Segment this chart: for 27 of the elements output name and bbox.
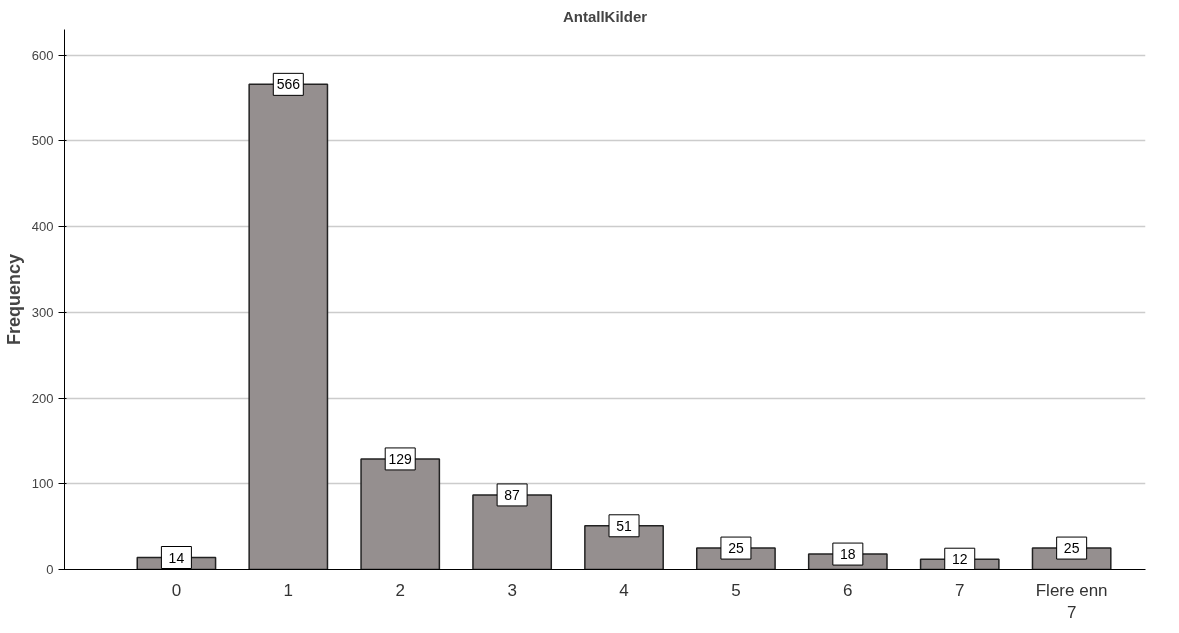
x-tick-label: 3 bbox=[507, 580, 517, 600]
x-tick-label: 2 bbox=[395, 580, 405, 600]
data-label: 18 bbox=[840, 546, 856, 563]
data-label: 14 bbox=[168, 549, 185, 566]
y-tick-label: 400 bbox=[31, 219, 54, 235]
x-tick-label: 5 bbox=[731, 580, 741, 600]
data-label: 51 bbox=[616, 517, 633, 534]
data-label: 25 bbox=[728, 540, 744, 557]
x-tick-label: 6 bbox=[843, 580, 853, 600]
y-tick-label: 0 bbox=[46, 562, 54, 577]
data-label: 129 bbox=[388, 450, 413, 467]
data-label: 25 bbox=[1063, 540, 1080, 557]
x-tick-label: Flere enn 7 bbox=[1035, 580, 1108, 623]
x-tick-label: 0 bbox=[171, 580, 182, 600]
y-tick-label: 100 bbox=[31, 476, 54, 492]
data-label: 566 bbox=[276, 76, 301, 93]
x-tick-label: 7 bbox=[955, 580, 965, 600]
y-tick-label: 600 bbox=[31, 47, 54, 63]
data-label: 87 bbox=[504, 486, 521, 503]
x-tick-label: 4 bbox=[619, 580, 629, 600]
chart-title: AntallKilder bbox=[562, 7, 648, 25]
y-tick-label: 200 bbox=[31, 390, 54, 406]
data-label: 12 bbox=[951, 551, 968, 568]
y-tick-label: 500 bbox=[31, 133, 54, 149]
x-tick-label: 1 bbox=[283, 580, 294, 600]
y-axis-title: Frequency bbox=[3, 253, 24, 346]
y-tick-label: 300 bbox=[31, 304, 54, 320]
